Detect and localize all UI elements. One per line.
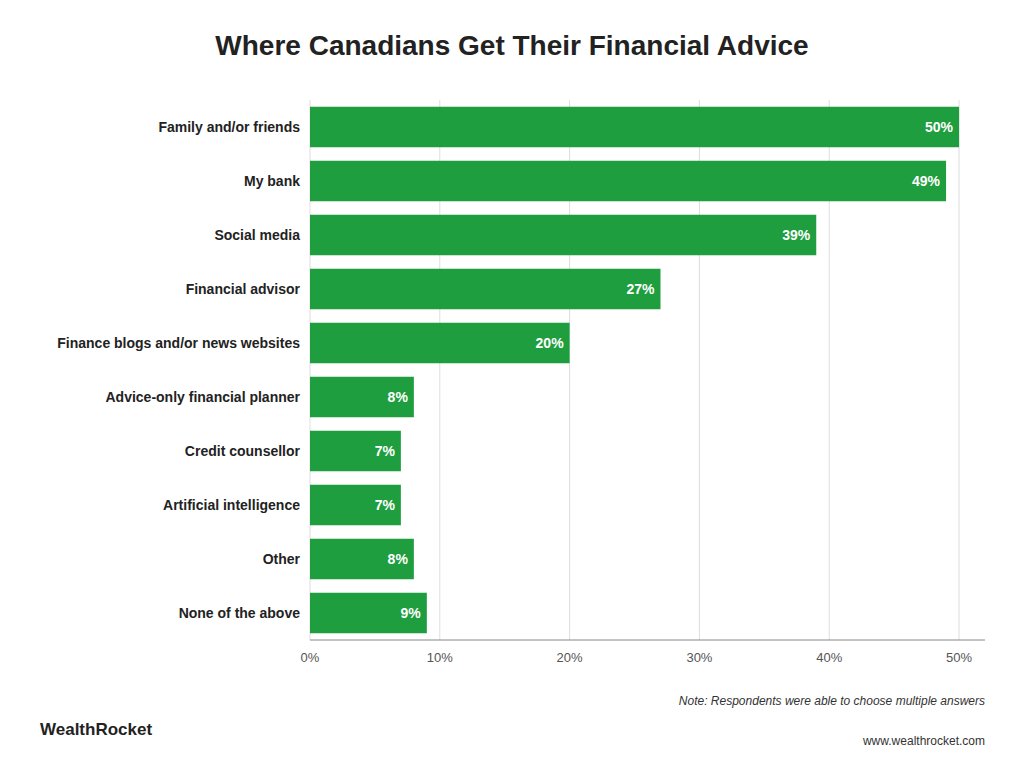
- title: Where Canadians Get Their Financial Advi…: [215, 30, 808, 61]
- background: [0, 0, 1024, 768]
- bar: [310, 593, 427, 634]
- y-tick-label: None of the above: [179, 605, 301, 621]
- x-tick-label: 30%: [686, 650, 712, 665]
- data-label: 7%: [375, 443, 396, 459]
- data-label: 9%: [401, 605, 422, 621]
- brand: WealthRocket: [40, 720, 152, 739]
- y-tick-label: Social media: [214, 227, 300, 243]
- note: Note: Respondents were able to choose mu…: [679, 694, 985, 708]
- y-tick-label: Finance blogs and/or news websites: [57, 335, 300, 351]
- data-label: 20%: [536, 335, 565, 351]
- y-tick-label: Artificial intelligence: [163, 497, 300, 513]
- bar: [310, 107, 959, 148]
- data-label: 27%: [626, 281, 655, 297]
- grid: [310, 100, 959, 640]
- x-tick-label: 50%: [946, 650, 972, 665]
- bar: [310, 539, 414, 580]
- y-tick-label: Credit counsellor: [185, 443, 301, 459]
- x-tick-label: 20%: [557, 650, 583, 665]
- grid-line: [959, 100, 960, 640]
- y-tick-label: Other: [263, 551, 301, 567]
- y-tick-label: My bank: [244, 173, 300, 189]
- x-axis-line: [310, 640, 985, 641]
- data-label: 7%: [375, 497, 396, 513]
- bars: [310, 107, 959, 634]
- x-tick-label: 40%: [816, 650, 842, 665]
- chart-svg: Where Canadians Get Their Financial Advi…: [0, 0, 1024, 768]
- data-labels: 9% 8% 7% 7% 8% 20% 27% 39% 49% 50%: [375, 119, 954, 621]
- data-label: 50%: [925, 119, 954, 135]
- chart-container: Where Canadians Get Their Financial Advi…: [0, 0, 1024, 768]
- data-label: 49%: [912, 173, 941, 189]
- bar: [310, 215, 816, 256]
- bar: [310, 431, 401, 472]
- bar: [310, 377, 414, 418]
- bar: [310, 161, 946, 202]
- data-label: 39%: [782, 227, 811, 243]
- data-label: 8%: [388, 389, 409, 405]
- x-tick-label: 10%: [427, 650, 453, 665]
- bar: [310, 485, 401, 526]
- y-tick-label: Financial advisor: [186, 281, 301, 297]
- y-tick-label: Family and/or friends: [158, 119, 300, 135]
- data-label: 8%: [388, 551, 409, 567]
- y-tick-labels: None of the above Other Artificial intelli…: [57, 119, 300, 621]
- url: www.wealthrocket.com: [862, 734, 985, 748]
- bar: [310, 323, 570, 364]
- bar: [310, 269, 660, 310]
- x-tick-label: 0%: [301, 650, 320, 665]
- y-tick-label: Advice-only financial planner: [106, 389, 301, 405]
